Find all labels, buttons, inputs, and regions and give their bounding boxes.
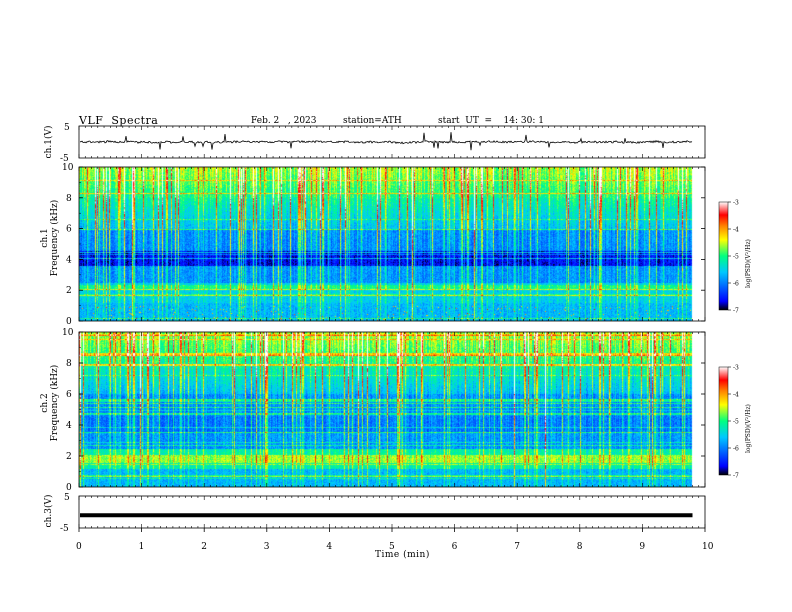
colorbar-tick-label: -7 bbox=[733, 473, 739, 480]
freq-tick-label: 6 bbox=[66, 390, 72, 400]
ch1-waveform-line bbox=[79, 132, 693, 151]
ch1-ytick-minus5: -5 bbox=[60, 154, 69, 164]
ch1-spectrogram-panel: 0 2 4 6 8 10 bbox=[62, 163, 706, 327]
ch1-colorbar-label: log(PSD)(V²/Hz) bbox=[745, 239, 752, 288]
freq-tick-label: 0 bbox=[66, 483, 72, 493]
station-label: station=ATH bbox=[343, 116, 402, 126]
time-tick-label: 9 bbox=[639, 542, 645, 552]
ch1-colorbar-bar bbox=[718, 201, 729, 311]
time-tick-label: 2 bbox=[201, 542, 207, 552]
ch3-waveform-panel: 5 -5 bbox=[60, 493, 706, 534]
ch1-colorbar: -3 -4 -5 -6 -7 log(PSD)(V²/Hz) bbox=[718, 200, 752, 315]
time-tick-label: 4 bbox=[326, 542, 332, 552]
time-tick-label: 7 bbox=[514, 542, 520, 552]
ch2-spectrogram-image bbox=[79, 332, 693, 487]
colorbar-tick-label: -4 bbox=[733, 392, 739, 399]
time-tick-label: 6 bbox=[452, 542, 458, 552]
start-ut-label: start UT = 14: 30: 1 bbox=[438, 116, 544, 126]
colorbar-tick-label: -5 bbox=[733, 419, 739, 426]
time-tick-label: 10 bbox=[702, 542, 714, 552]
freq-tick-label: 6 bbox=[66, 225, 72, 235]
freq-tick-label: 8 bbox=[66, 359, 72, 369]
freq-tick-label: 10 bbox=[62, 163, 74, 173]
ch1-spectrogram-image bbox=[79, 167, 693, 321]
ch2-spectrogram-frame bbox=[78, 331, 706, 488]
ch2-colorbar-label: log(PSD)(V²/Hz) bbox=[745, 404, 752, 453]
time-tick-label: 0 bbox=[76, 542, 82, 552]
colorbar-tick-label: -7 bbox=[733, 308, 739, 315]
colorbar-tick-label: -3 bbox=[733, 200, 739, 207]
colorbar-tick-label: -6 bbox=[733, 446, 739, 453]
colorbar-tick-label: -4 bbox=[733, 227, 739, 234]
ch2-colorbar-bar bbox=[718, 366, 729, 476]
ch3-ytick-5: 5 bbox=[64, 493, 70, 503]
freq-tick-label: 2 bbox=[66, 452, 72, 462]
ch3-waveform-frame bbox=[78, 495, 706, 529]
ch3-ytick-minus5: -5 bbox=[60, 524, 69, 534]
ch2-colorbar: -3 -4 -5 -6 -7 log(PSD)(V²/Hz) bbox=[718, 365, 752, 480]
freq-tick-label: 4 bbox=[66, 255, 72, 265]
freq-tick-label: 0 bbox=[66, 317, 72, 327]
time-tick-label: 5 bbox=[389, 542, 395, 552]
date-label: Feb. 2 , 2023 bbox=[251, 116, 317, 126]
colorbar-tick-label: -5 bbox=[733, 254, 739, 261]
time-axis: 0 1 2 3 4 5 6 7 8 9 10 bbox=[76, 126, 714, 552]
freq-tick-label: 10 bbox=[62, 328, 74, 338]
freq-tick-label: 4 bbox=[66, 421, 72, 431]
ch1-waveform-panel: 5 -5 bbox=[60, 123, 706, 164]
chart-title: VLF Spectra bbox=[79, 114, 159, 127]
time-tick-label: 8 bbox=[577, 542, 583, 552]
colorbar-tick-label: -6 bbox=[733, 281, 739, 288]
freq-tick-label: 2 bbox=[66, 286, 72, 296]
ch1-ytick-5: 5 bbox=[64, 123, 70, 133]
time-axis-label: Time (min) bbox=[375, 549, 430, 560]
colorbar-tick-label: -3 bbox=[733, 365, 739, 372]
time-tick-label: 1 bbox=[139, 542, 145, 552]
freq-tick-label: 8 bbox=[66, 194, 72, 204]
ch1-spectrogram-frame bbox=[78, 166, 706, 322]
time-tick-label: 3 bbox=[264, 542, 270, 552]
ch2-spectrogram-panel: 0 2 4 6 8 10 bbox=[62, 328, 706, 493]
